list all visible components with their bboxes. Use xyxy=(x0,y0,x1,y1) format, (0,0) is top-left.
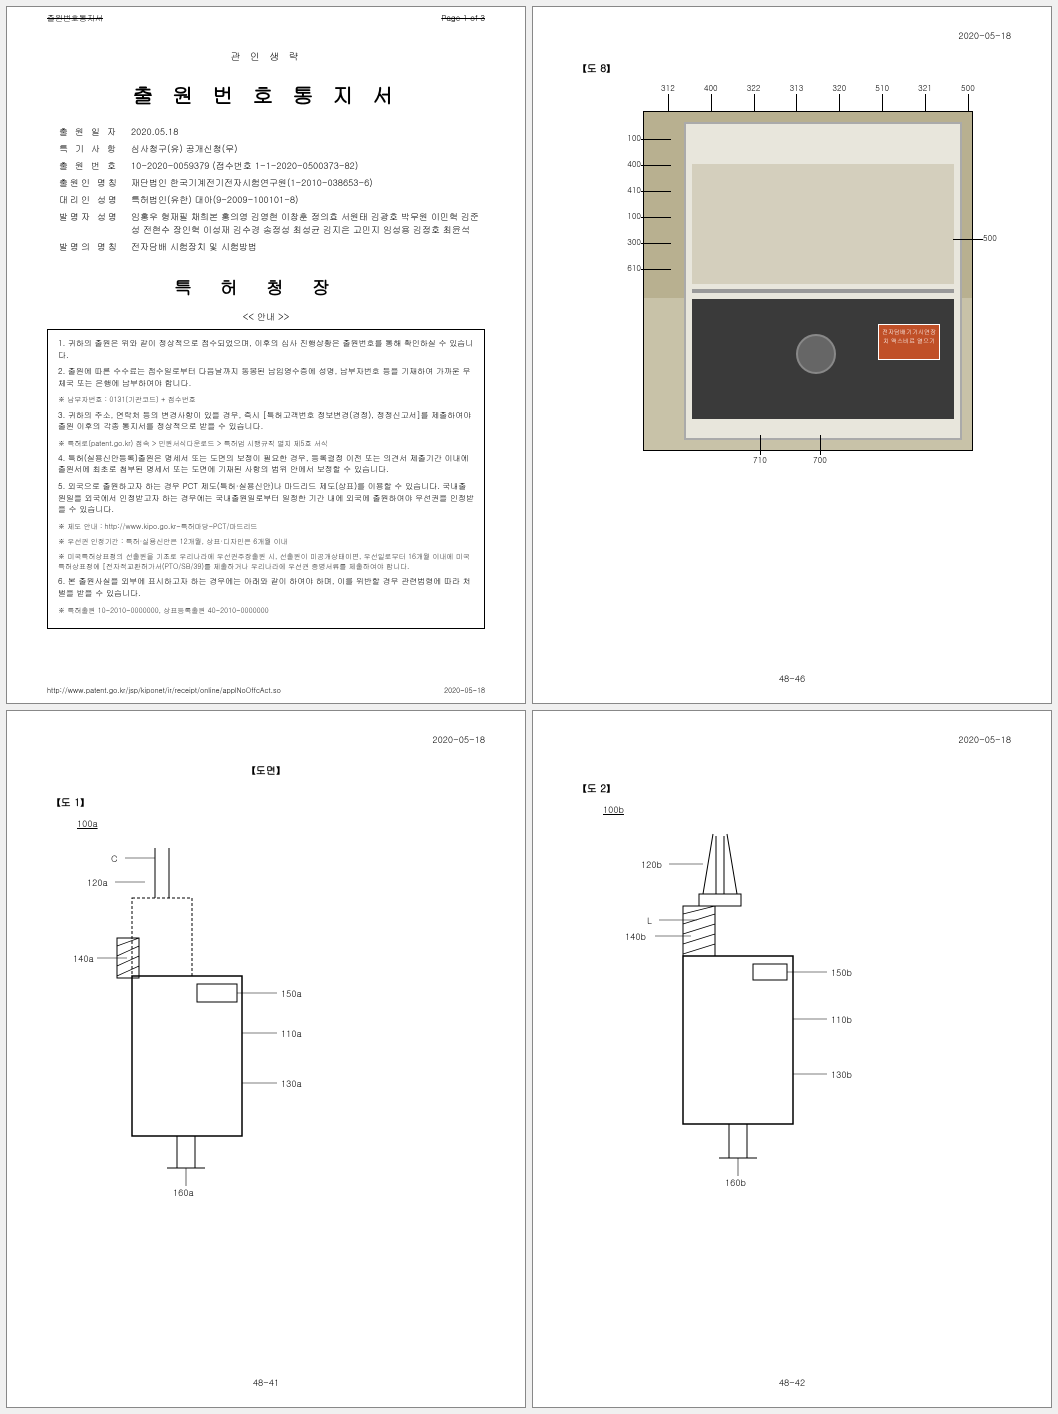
label-110a: 110a xyxy=(281,1027,302,1040)
bottom-leader: 700 xyxy=(813,455,827,466)
top-leader: 400 xyxy=(704,83,718,94)
field-label: 출원인 명칭 xyxy=(59,176,131,189)
seal-line: 관 인 생 략 xyxy=(47,49,485,63)
apparatus-photo: 전자담배기기시연장치 액스비료 열으기 xyxy=(643,111,973,451)
warning-panel: 전자담배기기시연장치 액스비료 열으기 xyxy=(878,324,940,360)
drawings-section-label: 【도면】 xyxy=(47,763,485,777)
top-leader: 500 xyxy=(961,83,975,94)
drawing-1: C 120a 140a 150a 110a 130a 160a xyxy=(77,838,337,1198)
left-leader: 300 xyxy=(601,237,641,248)
date-top-right: 2020-05-18 xyxy=(432,733,485,746)
page-4: 2020-05-18 【도 2】 100b xyxy=(532,710,1052,1408)
field-value: 2020.05.18 xyxy=(131,125,485,138)
field-value: 심사청구(유) 공개신청(무) xyxy=(131,142,485,155)
left-leader: 400 xyxy=(601,159,641,170)
label-160a: 160a xyxy=(173,1186,194,1199)
field-label: 대리인 성명 xyxy=(59,193,131,206)
guide-line: ※ 제도 안내 : http://www.kipo.go.kr-특허마당-PCT… xyxy=(58,521,474,531)
footer-url: http://www.patent.go.kr/jsp/kiponet/ir/r… xyxy=(47,685,281,695)
label-110b: 110b xyxy=(831,1013,852,1026)
guide-head: << 안내 >> xyxy=(47,310,485,323)
field-label: 발명의 명칭 xyxy=(59,240,131,253)
guide-line: 1. 귀하의 출원은 위와 같이 정상적으로 접수되었으며, 이후의 심사 진행… xyxy=(58,338,474,361)
figure-8-label: 【도 8】 xyxy=(577,61,1011,75)
guide-line: 3. 귀하의 주소, 연락처 등의 변경사항이 있을 경우, 즉시 [특허고객번… xyxy=(58,410,474,433)
date-top-right: 2020-05-18 xyxy=(958,733,1011,746)
ref-100a: 100a xyxy=(77,817,485,830)
guide-line: ※ 특허로(patent.go.kr) 접속 > 민원서식다운로드 > 특허법 … xyxy=(58,438,474,448)
guide-box: 1. 귀하의 출원은 위와 같이 정상적으로 접수되었으며, 이후의 심사 진행… xyxy=(47,329,485,629)
field-value: 임홍우 형재필 채희본 홍의영 김영현 이창훈 정의효 서원태 김광호 박무원 … xyxy=(131,210,485,236)
left-leader: 410 xyxy=(601,185,641,196)
top-leader: 313 xyxy=(790,83,804,94)
field-label: 특 기 사 항 xyxy=(59,142,131,155)
page-2: 2020-05-18 【도 8】 312 400 322 313 320 510 321 50… xyxy=(532,6,1052,704)
guide-line: 4. 특허(실용신안등록)출원은 명세서 또는 도면의 보정이 필요한 경우, … xyxy=(58,453,474,476)
bottom-leader-numbers: 710 700 xyxy=(753,455,913,471)
label-140b: 140b xyxy=(625,930,646,943)
field-row: 출 원 일 자2020.05.18 xyxy=(59,125,485,138)
field-label: 출 원 일 자 xyxy=(59,125,131,138)
label-140a: 140a xyxy=(73,952,94,965)
left-leader: 100 xyxy=(601,133,641,144)
doc-title: 출 원 번 호 통 지 서 xyxy=(47,79,485,109)
page-1: 출원번호통지서 Page 1 of 3 관 인 생 략 출 원 번 호 통 지 … xyxy=(6,6,526,704)
guide-line: 2. 출원에 따른 수수료는 접수일로부터 다음날까지 동봉된 납입영수증에 성… xyxy=(58,366,474,389)
date-top-right: 2020-05-18 xyxy=(958,29,1011,42)
drawing-2: 120b L 140b 150b 110b 130b 160b xyxy=(603,824,883,1204)
left-leader: 610 xyxy=(601,263,641,274)
authority-title: 특허청장 xyxy=(47,275,485,300)
top-leader: 312 xyxy=(661,83,675,94)
field-label: 출 원 번 호 xyxy=(59,159,131,172)
field-row: 발명의 명칭전자담배 시험장치 및 시험방법 xyxy=(59,240,485,253)
field-row: 특 기 사 항심사청구(유) 공개신청(무) xyxy=(59,142,485,155)
page-3: 2020-05-18 【도면】 【도 1】 100a xyxy=(6,710,526,1408)
figure-1-label: 【도 1】 xyxy=(51,795,485,809)
field-value: 재단법인 한국기계전기전자시험연구원(1-2010-038653-6) xyxy=(131,176,485,189)
guide-line: 5. 외국으로 출원하고자 하는 경우 PCT 제도(특허·실용신안)나 마드리… xyxy=(58,481,474,516)
top-leader: 322 xyxy=(747,83,761,94)
guide-line: ※ 납부자번호 : 0131(기관코드) + 접수번호 xyxy=(58,394,474,404)
guide-line: ※ 우선권 인정기간 : 특허·실용신안은 12개월, 상표·디자인은 6개월 … xyxy=(58,536,474,546)
top-leader: 321 xyxy=(918,83,932,94)
label-130a: 130a xyxy=(281,1077,302,1090)
footer-page-num: 48-46 xyxy=(533,672,1051,685)
field-value: 10-2020-0059379 (접수번호 1-1-2020-0500373-8… xyxy=(131,159,485,172)
top-leader: 320 xyxy=(832,83,846,94)
guide-line: 6. 본 출원사실을 외부에 표시하고자 하는 경우에는 아래와 같이 하여야 … xyxy=(58,576,474,599)
field-value: 전자담배 시험장치 및 시험방법 xyxy=(131,240,485,253)
header-strike: 출원번호통지서 xyxy=(47,13,103,24)
footer-date: 2020-05-18 xyxy=(444,685,485,695)
fields-block: 출 원 일 자2020.05.18특 기 사 항심사청구(유) 공개신청(무)출… xyxy=(47,125,485,253)
left-leader: 100 xyxy=(601,211,641,222)
label-L: L xyxy=(647,914,652,927)
bottom-leader: 710 xyxy=(753,455,767,466)
label-150a: 150a xyxy=(281,987,302,1000)
field-label: 발명자 성명 xyxy=(59,210,131,236)
top-leader-numbers: 312400322313320510321500 xyxy=(661,83,971,113)
label-C: C xyxy=(111,852,117,865)
footer-page-num: 48-41 xyxy=(7,1376,525,1389)
guide-line: ※ 미국특허상표청의 선출원을 기초로 우리나라에 우선권주장출원 시, 선출원… xyxy=(58,551,474,571)
figure-2-label: 【도 2】 xyxy=(577,781,1011,795)
label-160b: 160b xyxy=(725,1176,746,1189)
field-row: 발명자 성명임홍우 형재필 채희본 홍의영 김영현 이창훈 정의효 서원태 김광… xyxy=(59,210,485,236)
field-row: 대리인 성명특허법인(유한) 대아(9-2009-100101-8) xyxy=(59,193,485,206)
label-120b: 120b xyxy=(641,858,662,871)
header-page-num: Page 1 of 3 xyxy=(441,13,485,24)
page-grid: 출원번호통지서 Page 1 of 3 관 인 생 략 출 원 번 호 통 지 … xyxy=(0,0,1058,1414)
guide-line: ※ 특허출원 10-2010-0000000, 상표등록출원 40-2010-0… xyxy=(58,605,474,615)
footer-page-num: 48-42 xyxy=(533,1376,1051,1389)
label-120a: 120a xyxy=(87,876,108,889)
field-row: 출 원 번 호10-2020-0059379 (접수번호 1-1-2020-05… xyxy=(59,159,485,172)
label-130b: 130b xyxy=(831,1068,852,1081)
right-leader-500: 500 xyxy=(983,233,997,244)
field-value: 특허법인(유한) 대아(9-2009-100101-8) xyxy=(131,193,485,206)
field-row: 출원인 명칭재단법인 한국기계전기전자시험연구원(1-2010-038653-6… xyxy=(59,176,485,189)
label-150b: 150b xyxy=(831,966,852,979)
ref-100b: 100b xyxy=(603,803,1011,816)
top-leader: 510 xyxy=(875,83,889,94)
